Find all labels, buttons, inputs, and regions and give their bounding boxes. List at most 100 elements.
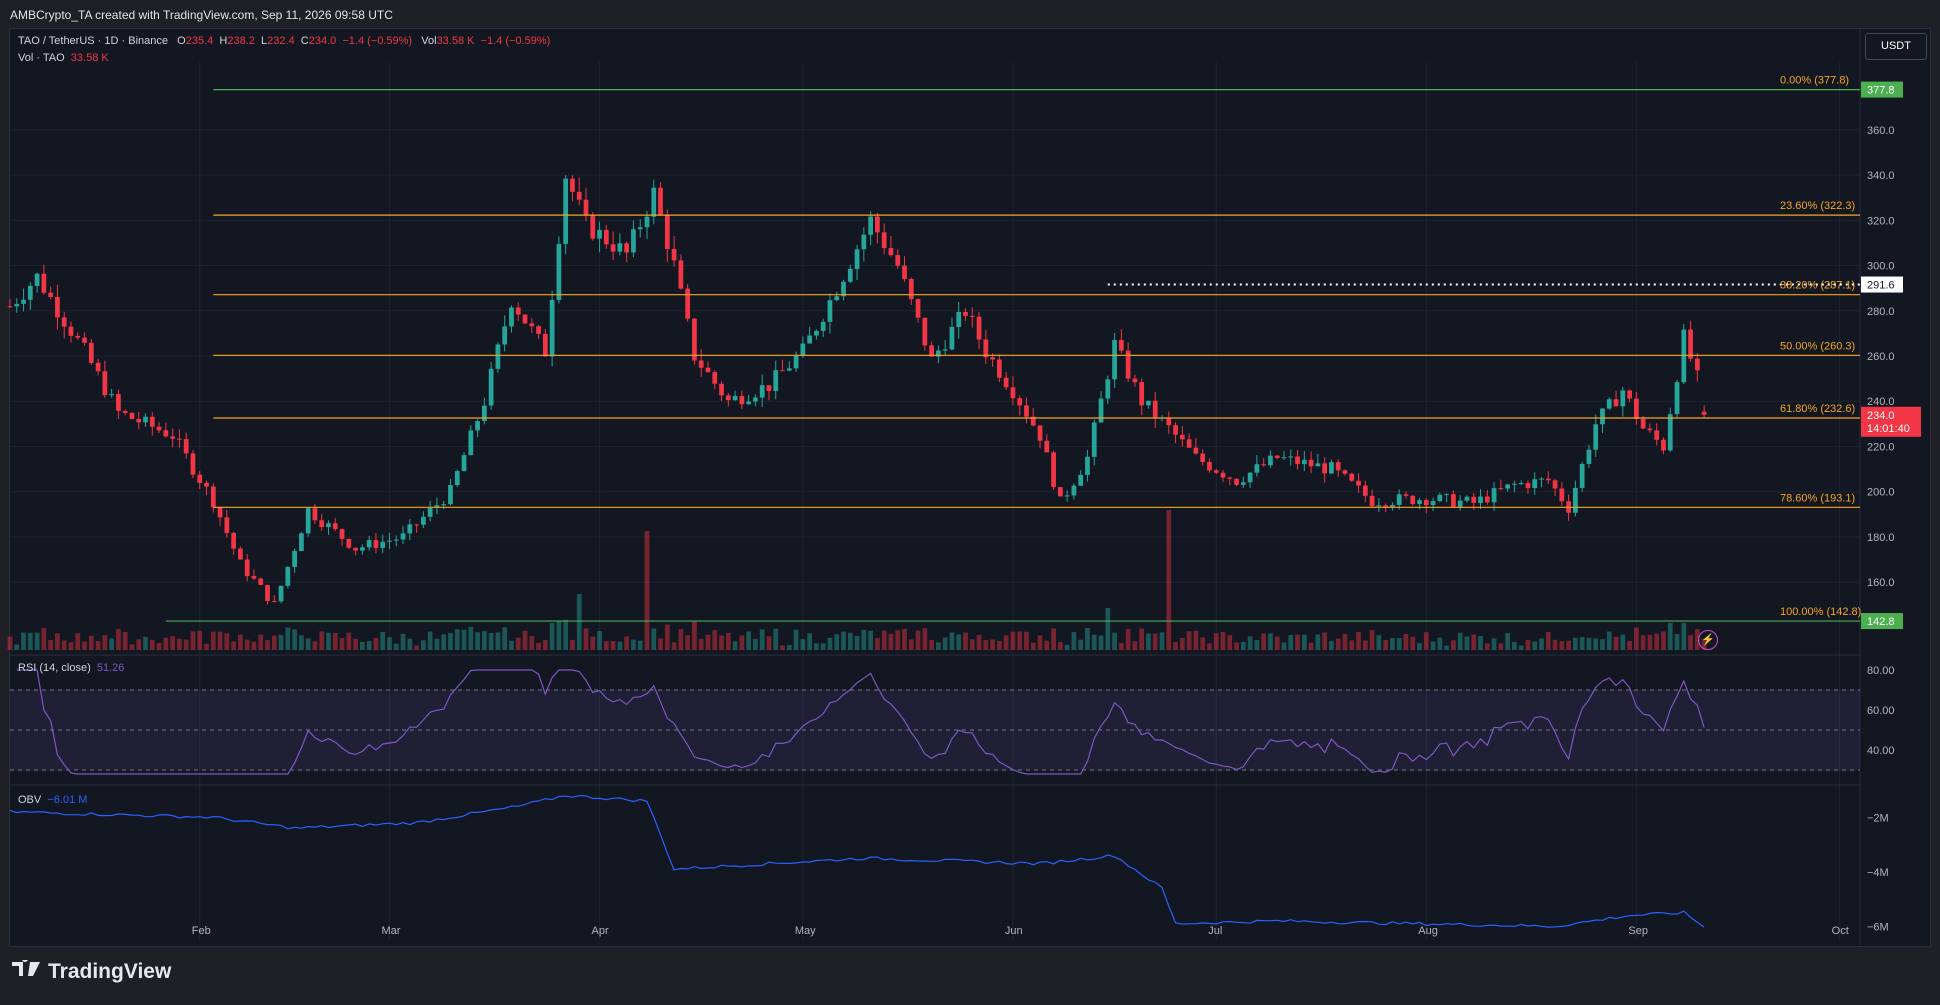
candle-body bbox=[170, 436, 176, 439]
candle-body bbox=[1512, 483, 1517, 485]
candle-body bbox=[1274, 455, 1280, 459]
time-axis-label: Jul bbox=[1208, 925, 1222, 937]
candle-body bbox=[820, 321, 826, 331]
rsi-legend-value: 51.26 bbox=[96, 662, 125, 674]
volume-bar bbox=[27, 632, 33, 650]
volume-bar bbox=[834, 634, 840, 650]
volume-bar bbox=[1403, 633, 1409, 650]
candle-body bbox=[739, 395, 745, 405]
volume-bar bbox=[305, 638, 311, 650]
candle-body bbox=[1152, 400, 1158, 418]
volume-legend: Vol · TAO 33.58 K bbox=[18, 52, 109, 64]
volume-bar bbox=[285, 627, 291, 650]
candle-body bbox=[1634, 398, 1639, 419]
volume-bar bbox=[590, 636, 596, 650]
volume-bar bbox=[1505, 633, 1510, 650]
volume-bar bbox=[88, 635, 94, 650]
volume-bar bbox=[353, 638, 358, 650]
candle-body bbox=[692, 318, 697, 361]
volume-bar bbox=[603, 641, 609, 650]
marker-badge bbox=[1861, 276, 1903, 293]
candle-body bbox=[1498, 488, 1504, 490]
candle-body bbox=[1613, 399, 1619, 407]
volume-bar bbox=[387, 637, 392, 650]
candle-body bbox=[949, 326, 955, 350]
candle-body bbox=[21, 299, 26, 304]
candle-body bbox=[1362, 485, 1368, 496]
candle-body bbox=[698, 360, 704, 368]
candle-body bbox=[434, 505, 440, 508]
candle-body bbox=[549, 299, 555, 357]
currency-button[interactable]: USDT bbox=[1865, 33, 1927, 60]
candle-body bbox=[1335, 462, 1341, 471]
lightning-icon[interactable]: ⚡ bbox=[1698, 630, 1718, 650]
last-price-label: 234.0 bbox=[1867, 410, 1895, 422]
fib-level-label: 50.00% (260.3) bbox=[1780, 340, 1855, 352]
chart-frame bbox=[9, 28, 1931, 947]
candle-body bbox=[1220, 472, 1226, 478]
volume-bar bbox=[766, 636, 772, 650]
volume-bar bbox=[319, 631, 325, 650]
candle-body bbox=[1586, 449, 1592, 464]
volume-bar bbox=[7, 636, 13, 650]
fib-level-label: 61.80% (232.6) bbox=[1780, 403, 1855, 415]
candle-body bbox=[1457, 500, 1463, 507]
candle-body bbox=[1559, 488, 1565, 502]
volume-bar bbox=[725, 632, 731, 650]
candle-body bbox=[847, 268, 853, 282]
candle-body bbox=[1240, 482, 1246, 485]
candle-body bbox=[326, 523, 331, 528]
candle-body bbox=[1430, 501, 1436, 506]
volume-bar bbox=[1410, 636, 1416, 650]
time-axis-label: May bbox=[795, 925, 816, 937]
candle-body bbox=[1654, 430, 1660, 440]
close-label: C bbox=[300, 35, 309, 47]
volume-bar bbox=[705, 634, 711, 650]
candle-body bbox=[1301, 459, 1307, 465]
candle-body bbox=[1024, 405, 1029, 417]
volume-legend-value: 33.58 K bbox=[70, 52, 109, 64]
volume-bar bbox=[956, 634, 962, 650]
candle-body bbox=[725, 395, 731, 401]
candle-body bbox=[854, 249, 860, 269]
volume-bar bbox=[698, 638, 704, 650]
volume-bar bbox=[1288, 634, 1294, 650]
candle-body bbox=[603, 229, 609, 245]
volume-bar bbox=[299, 635, 304, 650]
obv-legend-value: −6.01 M bbox=[47, 794, 88, 806]
volume-bar bbox=[1261, 633, 1267, 650]
volume-bar bbox=[441, 634, 447, 650]
candle-body bbox=[1661, 439, 1666, 451]
candle-body bbox=[1437, 494, 1443, 502]
candle-body bbox=[1112, 340, 1117, 380]
candle-body bbox=[278, 585, 284, 602]
candle-body bbox=[1193, 447, 1199, 454]
volume-bar bbox=[1071, 631, 1077, 650]
candle-body bbox=[746, 401, 752, 405]
candle-body bbox=[624, 243, 630, 253]
candle-body bbox=[671, 248, 677, 261]
volume-bar bbox=[1464, 636, 1470, 650]
volume-bar bbox=[1315, 634, 1321, 650]
volume-bar bbox=[1532, 641, 1538, 650]
candle-body bbox=[143, 416, 148, 423]
volume-bar bbox=[1681, 622, 1687, 650]
candle-body bbox=[881, 232, 887, 249]
volume-bar bbox=[1132, 641, 1138, 650]
volume-bar bbox=[861, 629, 867, 650]
candle-body bbox=[1573, 487, 1578, 513]
volume-bar bbox=[34, 632, 40, 650]
candle-body bbox=[441, 504, 447, 506]
volume-bar bbox=[793, 629, 799, 650]
volume-bar bbox=[1247, 636, 1253, 650]
volume-bar bbox=[95, 641, 101, 650]
volume-bar bbox=[210, 631, 216, 650]
rsi-tick-label: 80.00 bbox=[1867, 665, 1895, 677]
candle-body bbox=[1525, 483, 1531, 489]
volume-bar bbox=[217, 631, 223, 650]
tradingview-logo[interactable]: TradingView bbox=[12, 956, 171, 984]
volume-bar bbox=[841, 631, 846, 650]
volume-bar bbox=[468, 627, 474, 650]
volume-bar bbox=[1383, 639, 1389, 650]
